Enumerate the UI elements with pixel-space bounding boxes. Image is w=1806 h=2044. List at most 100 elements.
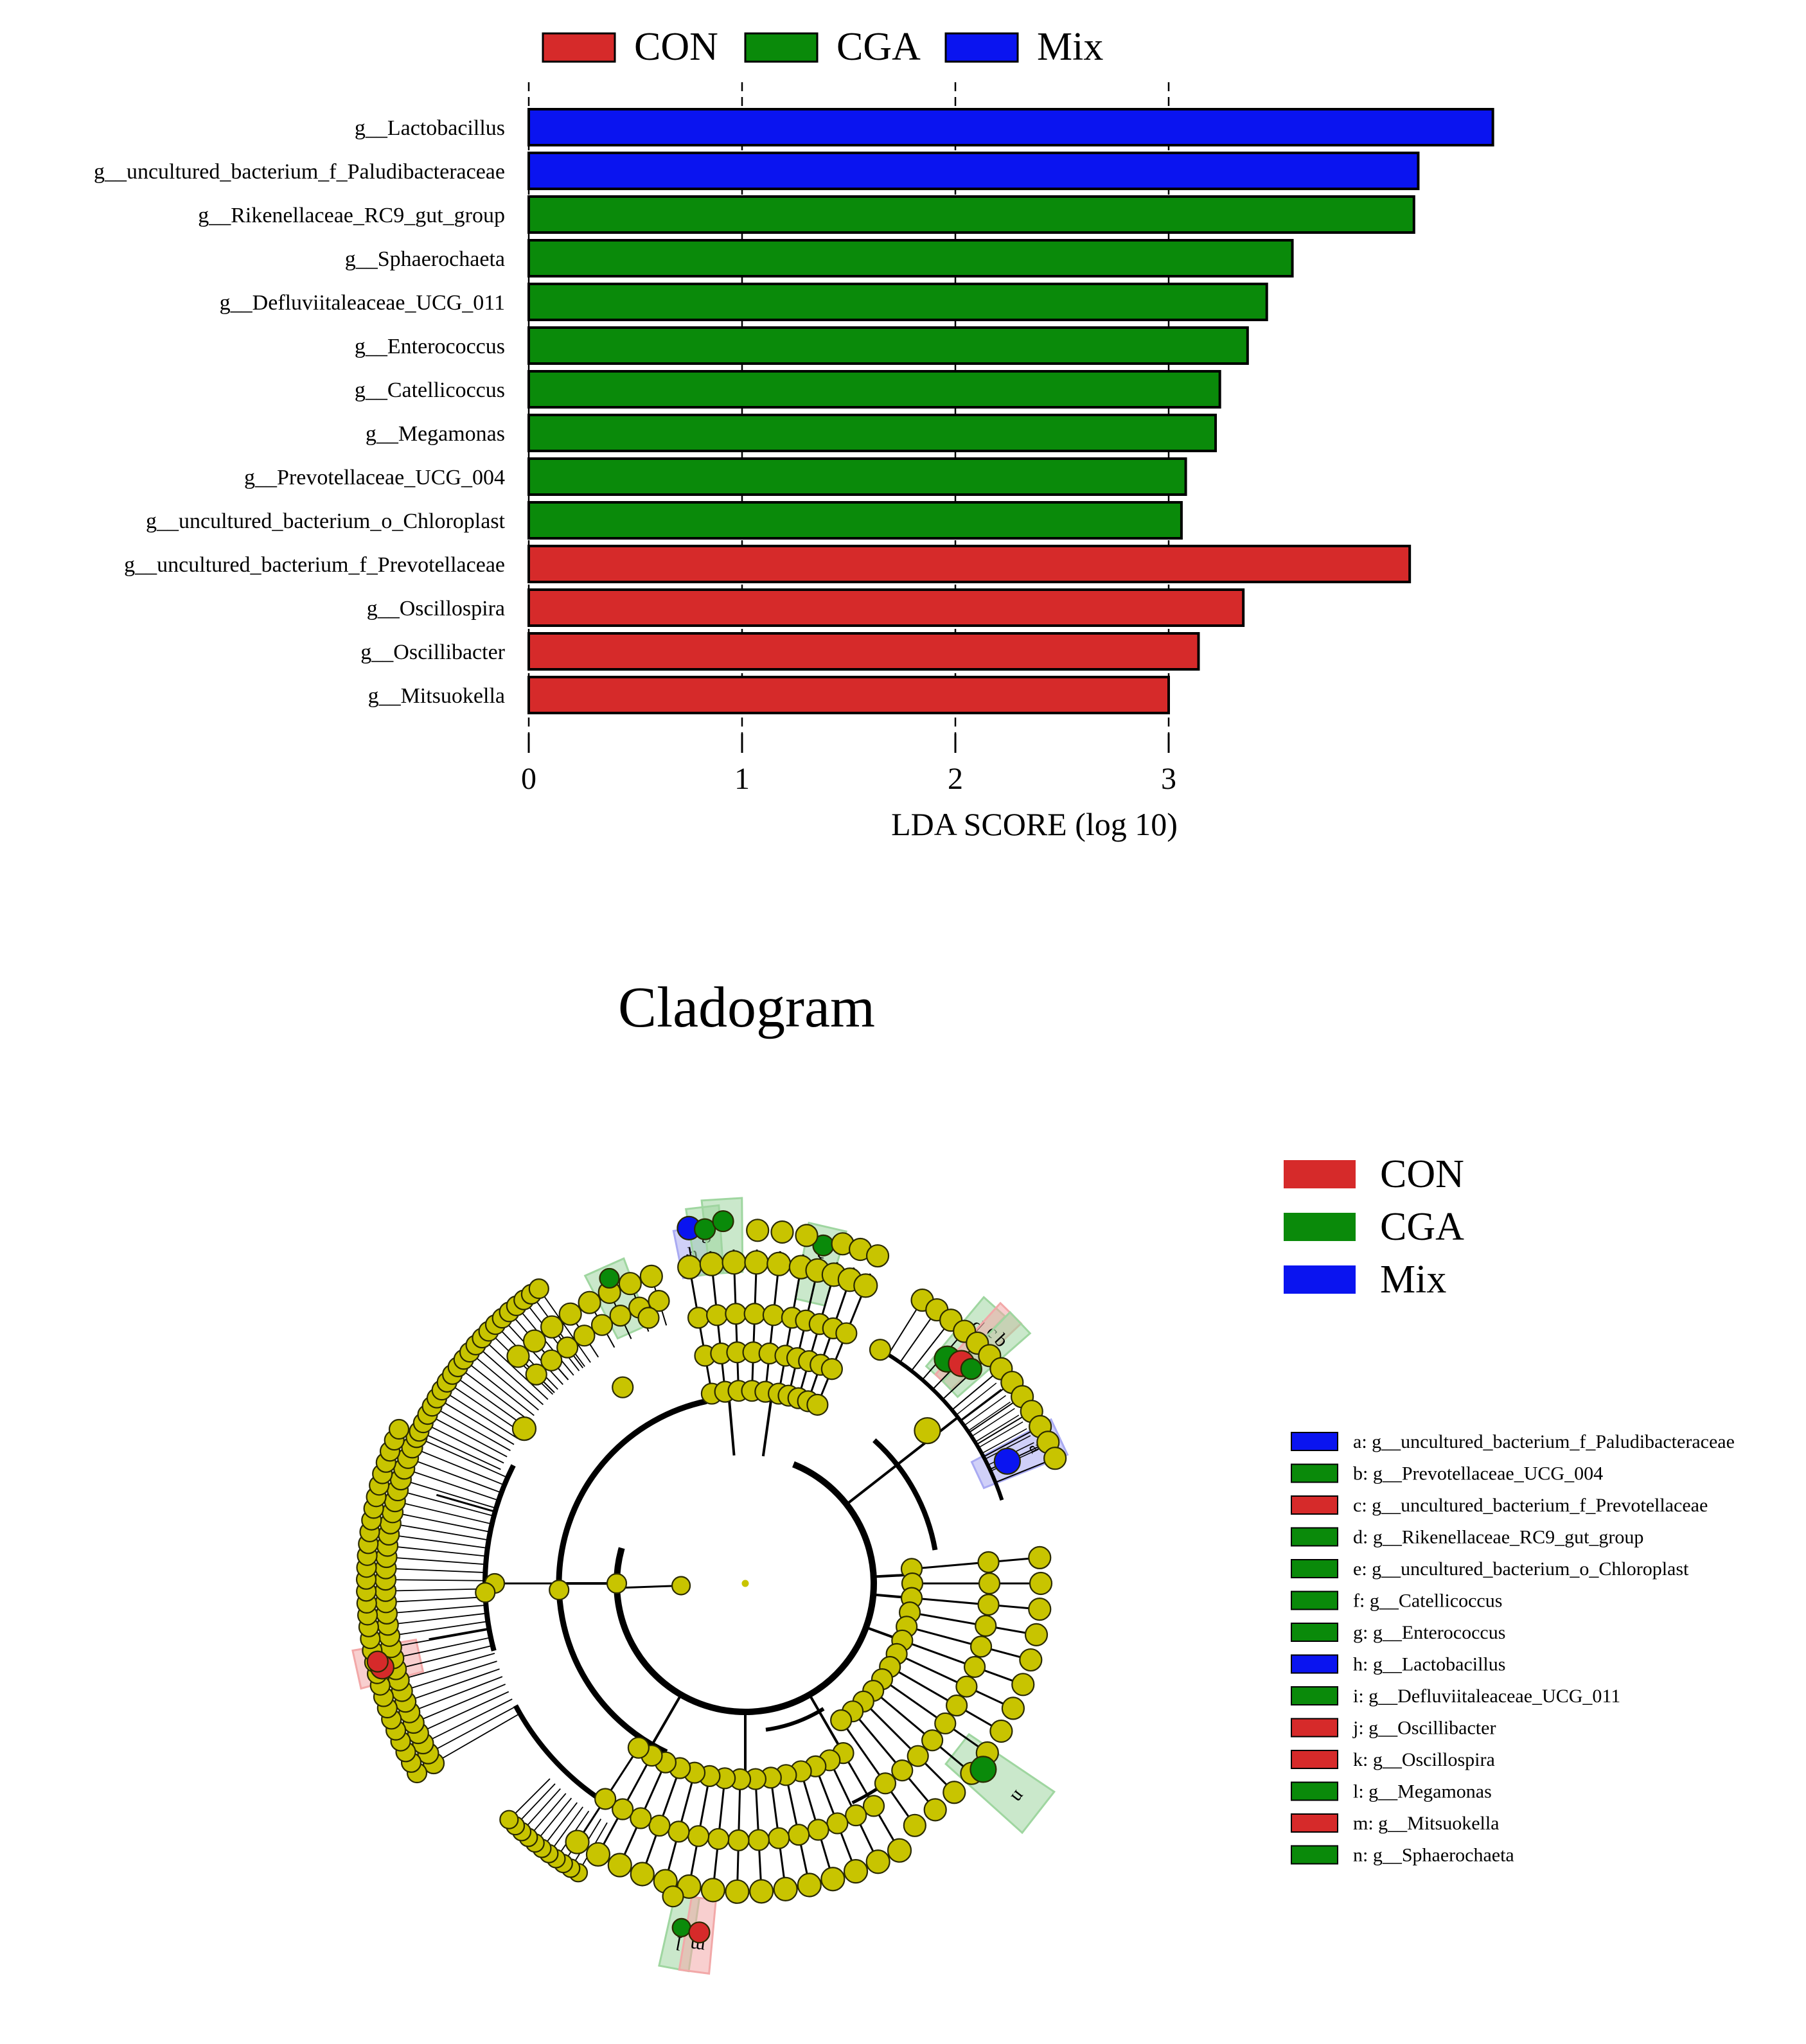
- tree-node-232: [969, 1635, 993, 1658]
- bar-4: [527, 283, 1268, 321]
- tree-branch: [416, 1436, 508, 1479]
- tree-branch: [469, 1352, 539, 1411]
- tree-node-41: [806, 1393, 829, 1416]
- tree-node-66: [609, 1304, 632, 1327]
- tree-branch: [452, 1374, 526, 1427]
- tree-node-183: [725, 1879, 750, 1904]
- x-tick-label-0: 0: [521, 762, 536, 796]
- tree-node-23: [762, 1304, 785, 1326]
- highlight-band-n: [944, 1732, 1056, 1835]
- tree-branch: [392, 1511, 491, 1533]
- tree-node-73: [637, 1307, 660, 1329]
- tree-arc: [765, 1707, 825, 1732]
- tree-branch: [955, 1382, 997, 1416]
- cladogram-legend-swatch-CGA: [1284, 1213, 1356, 1241]
- tree-branch: [419, 1431, 501, 1470]
- legend-label-CON: CON: [634, 25, 718, 69]
- tree-node-64: [590, 1314, 614, 1336]
- tree-node-191: [668, 1820, 690, 1843]
- category-label-4: g__Defluviitaleaceae_UCG_011: [220, 291, 505, 315]
- tree-node-203: [594, 1788, 617, 1810]
- tree-node-174: [797, 1872, 822, 1898]
- tree-node-170: [807, 1819, 829, 1841]
- tree-branch: [412, 1447, 505, 1486]
- taxa-swatch-g: [1291, 1623, 1338, 1642]
- tree-node-205: [671, 1917, 691, 1937]
- bar-chart-x-axis-title: LDA SCORE (log 10): [891, 806, 1178, 842]
- tree-node-54: [865, 1244, 890, 1268]
- taxa-swatch-f: [1291, 1590, 1338, 1610]
- tree-branch: [409, 1676, 503, 1713]
- tree-node-62: [573, 1325, 596, 1347]
- tree-branch: [407, 1457, 502, 1493]
- category-label-2: g__Rikenellaceae_RC9_gut_group: [198, 204, 505, 227]
- tree-branch: [447, 1382, 522, 1433]
- tree-node-176: [768, 1827, 790, 1849]
- tree-node-164: [845, 1804, 867, 1827]
- tree-node-69: [639, 1264, 663, 1288]
- tree-node-207: [662, 1885, 684, 1908]
- tree-branch: [648, 1694, 682, 1751]
- tree-node-0: [671, 1576, 691, 1596]
- tree-node-233: [1019, 1648, 1043, 1672]
- tree-branch: [481, 1337, 549, 1400]
- cladogram-legend-swatch-CON: [1284, 1160, 1356, 1188]
- tree-arc: [614, 1461, 877, 1715]
- tree-node-257: [903, 1813, 926, 1837]
- tree-branch: [429, 1627, 490, 1641]
- bar-chart-bars: [527, 108, 1494, 714]
- tree-node-16: [722, 1250, 747, 1275]
- bar-chart-x-axis: 0 1 2 3: [521, 734, 1176, 796]
- tree-node-186: [700, 1878, 725, 1903]
- taxa-swatch-n: [1291, 1845, 1338, 1865]
- cladogram-legend-swatch-Mix: [1284, 1265, 1356, 1294]
- tree-node-173: [788, 1824, 810, 1846]
- tree-branch: [428, 1705, 517, 1754]
- category-label-7: g__Megamonas: [366, 422, 505, 446]
- tree-node-221: [1028, 1546, 1052, 1570]
- legend-label-Mix: Mix: [1037, 25, 1103, 69]
- taxa-swatch-d: [1291, 1527, 1338, 1547]
- taxa-label-n: n: g__Sphaerochaeta: [1353, 1845, 1514, 1866]
- tree-branch: [901, 1639, 1023, 1686]
- cladogram-taxa-legend: a: g__uncultured_bacterium_f_Paludibacte…: [1291, 1431, 1735, 1866]
- tree-node-227: [1028, 1597, 1052, 1621]
- tree-node-253: [891, 1759, 914, 1782]
- tree-node-15: [725, 1303, 747, 1325]
- tree-node-277: [914, 1417, 941, 1445]
- tree-node-206: [688, 1921, 711, 1944]
- tree-node-135: [388, 1418, 410, 1440]
- tree-node-42: [820, 1358, 843, 1380]
- tree-branch: [405, 1668, 500, 1703]
- category-label-1: g__uncultured_bacterium_f_Paludibacterac…: [94, 160, 505, 184]
- tree-branch: [386, 1556, 486, 1565]
- bar-2: [527, 195, 1415, 234]
- category-label-12: g__Oscillibacter: [360, 640, 505, 664]
- tree-node-168: [843, 1859, 869, 1884]
- cladogram-legend-label-CGA: CGA: [1380, 1205, 1464, 1249]
- cladogram-tree: hgfeidcbakjnlm: [351, 1197, 1069, 1975]
- tree-branch: [423, 1422, 504, 1464]
- tree-branch: [385, 1567, 486, 1573]
- tree-branch: [952, 1377, 992, 1411]
- taxa-label-j: j: g__Oscillibacter: [1352, 1718, 1496, 1739]
- tree-node-8: [677, 1255, 702, 1280]
- tree-node-7: [687, 1307, 710, 1329]
- tree-node-20: [744, 1250, 769, 1275]
- tree-branch: [808, 1694, 840, 1746]
- tree-branch: [389, 1534, 488, 1549]
- tree-branch: [391, 1628, 490, 1648]
- tree-branch: [441, 1389, 518, 1440]
- tree-node-56: [525, 1363, 547, 1386]
- tree-branch: [984, 1435, 1031, 1460]
- tree-node-159: [511, 1416, 537, 1441]
- tree-branch: [398, 1653, 495, 1681]
- tree-branch: [889, 1666, 1002, 1732]
- tree-branch: [427, 1414, 508, 1458]
- tree-branch: [394, 1501, 492, 1525]
- bar-0: [527, 108, 1494, 146]
- tree-branch: [400, 1479, 497, 1509]
- bar-5: [527, 326, 1249, 365]
- tree-branch: [909, 1611, 1037, 1636]
- tree-branch: [968, 1401, 1011, 1432]
